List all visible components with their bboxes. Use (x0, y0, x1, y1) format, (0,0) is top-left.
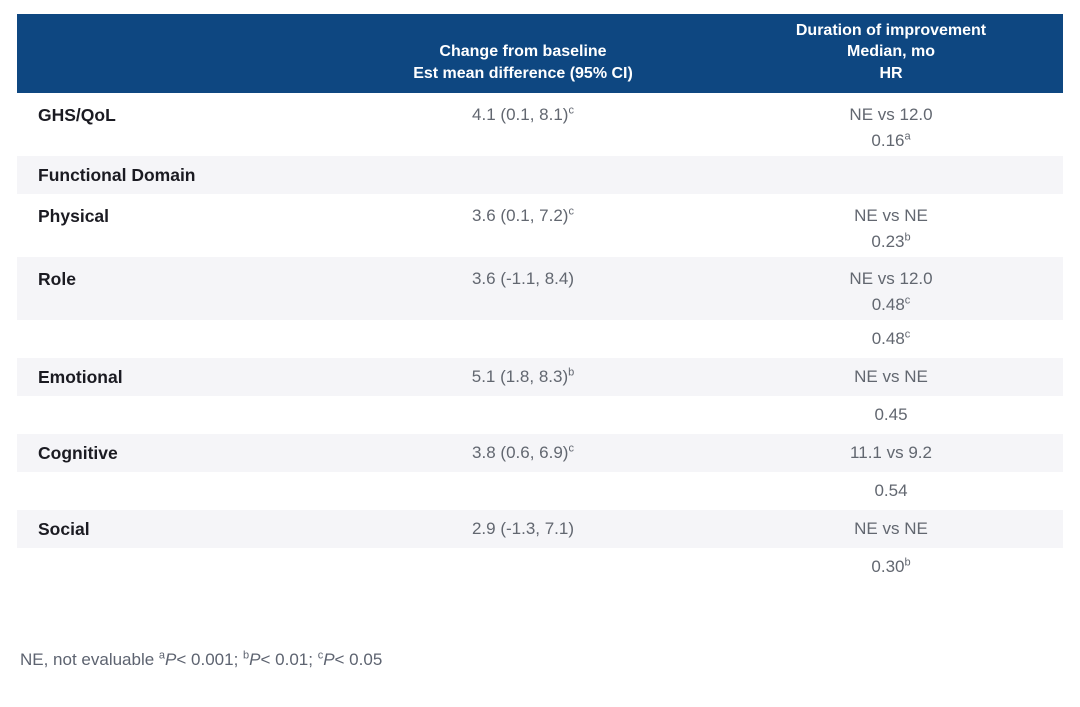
header-change-column: Change from baseline Est mean difference… (327, 41, 719, 84)
table-row-physical: Physical 3.6 (0.1, 7.2)c NE vs NE 0.23b (17, 194, 1063, 257)
footnote-p-italic: P (165, 650, 177, 669)
header-duration-line3: HR (879, 64, 903, 82)
duration-cell: 0.48c (871, 328, 911, 348)
header-duration-line1: Duration of improvement (795, 21, 987, 39)
footnote-p-italic: P (249, 650, 261, 669)
change-cell: 3.6 (0.1, 7.2)c (327, 203, 719, 229)
table-row-hr-only: 0.48c (17, 320, 1063, 358)
change-value: 3.6 (0.1, 7.2) (472, 206, 569, 225)
change-superscript: c (568, 104, 574, 117)
change-superscript: c (568, 442, 574, 455)
row-label: Physical (38, 206, 110, 226)
footnote-pvalue-b: < 0.01; (260, 650, 318, 669)
change-cell: 5.1 (1.8, 8.3)b (327, 364, 719, 390)
table-row-social: Social 2.9 (-1.3, 7.1) NE vs NE (17, 510, 1063, 548)
section-label: Functional Domain (38, 165, 196, 185)
row-label: GHS/QoL (38, 105, 116, 125)
change-value: 3.8 (0.6, 6.9) (472, 443, 569, 462)
footnote-sup-b: b (243, 649, 250, 662)
duration-cell: 0.54 (874, 481, 908, 500)
duration-line1: NE vs 12.0 (849, 269, 933, 288)
table-row-hr-only: 0.45 (17, 396, 1063, 434)
row-label: Cognitive (38, 443, 118, 463)
duration-cell: NE vs 12.0 0.48c (719, 266, 1063, 318)
footnote: NE, not evaluable aP< 0.001; bP< 0.01; c… (20, 649, 382, 671)
footnote-sup-c: c (317, 649, 324, 662)
row-label: Emotional (38, 367, 123, 387)
row-label: Role (38, 269, 76, 289)
table-header: Change from baseline Est mean difference… (17, 14, 1063, 93)
duration-cell: NE vs NE (854, 519, 928, 538)
table-row-cognitive: Cognitive 3.8 (0.6, 6.9)c 11.1 vs 9.2 (17, 434, 1063, 472)
qol-results-table: Change from baseline Est mean difference… (17, 14, 1063, 586)
change-superscript: b (568, 366, 575, 379)
table-row-functional-domain: Functional Domain (17, 156, 1063, 194)
table-row-emotional: Emotional 5.1 (1.8, 8.3)b NE vs NE (17, 358, 1063, 396)
table-row-hr-only: 0.30b (17, 548, 1063, 586)
change-value: 4.1 (0.1, 8.1) (472, 105, 569, 124)
change-value: 5.1 (1.8, 8.3) (471, 367, 569, 386)
footnote-sup-a: a (158, 649, 166, 662)
change-cell: 3.8 (0.6, 6.9)c (327, 440, 719, 466)
change-value: 2.9 (-1.3, 7.1) (471, 519, 575, 538)
duration-cell: 0.30b (871, 556, 911, 576)
header-change-line2: Est mean difference (95% CI) (413, 64, 633, 82)
table-row-ghs-qol: GHS/QoL 4.1 (0.1, 8.1)c NE vs 12.0 0.16a (17, 93, 1063, 156)
duration-cell: NE vs 12.0 0.16a (719, 102, 1063, 154)
header-duration-line2: Median, mo (846, 43, 935, 60)
change-cell: 2.9 (-1.3, 7.1) (327, 516, 719, 542)
change-superscript: c (568, 205, 574, 218)
table-row-role: Role 3.6 (-1.1, 8.4) NE vs 12.0 0.48c (17, 257, 1063, 320)
header-change-line1: Change from baseline (439, 43, 607, 60)
change-value: 3.6 (-1.1, 8.4) (471, 269, 575, 288)
duration-line2: 0.23b (871, 231, 911, 251)
footnote-pvalue-a: < 0.001; (176, 650, 244, 669)
duration-cell: 0.45 (874, 405, 908, 424)
table-row-hr-only: 0.54 (17, 472, 1063, 510)
duration-line2: 0.16a (871, 130, 911, 150)
header-duration-column: Duration of improvement Median, mo HR (719, 20, 1063, 85)
duration-line2: 0.48c (871, 294, 911, 314)
footnote-pvalue-c: < 0.05 (334, 650, 383, 669)
duration-cell: NE vs NE 0.23b (719, 203, 1063, 255)
change-cell: 4.1 (0.1, 8.1)c (327, 102, 719, 128)
row-label: Social (38, 519, 90, 539)
footnote-prefix: NE, not evaluable (20, 650, 159, 669)
duration-line1: NE vs NE (854, 206, 928, 225)
duration-cell: 11.1 vs 9.2 (850, 443, 932, 462)
duration-line1: NE vs 12.0 (849, 105, 933, 124)
duration-cell: NE vs NE (854, 367, 928, 386)
footnote-p-italic: P (323, 650, 335, 669)
change-cell: 3.6 (-1.1, 8.4) (327, 266, 719, 292)
